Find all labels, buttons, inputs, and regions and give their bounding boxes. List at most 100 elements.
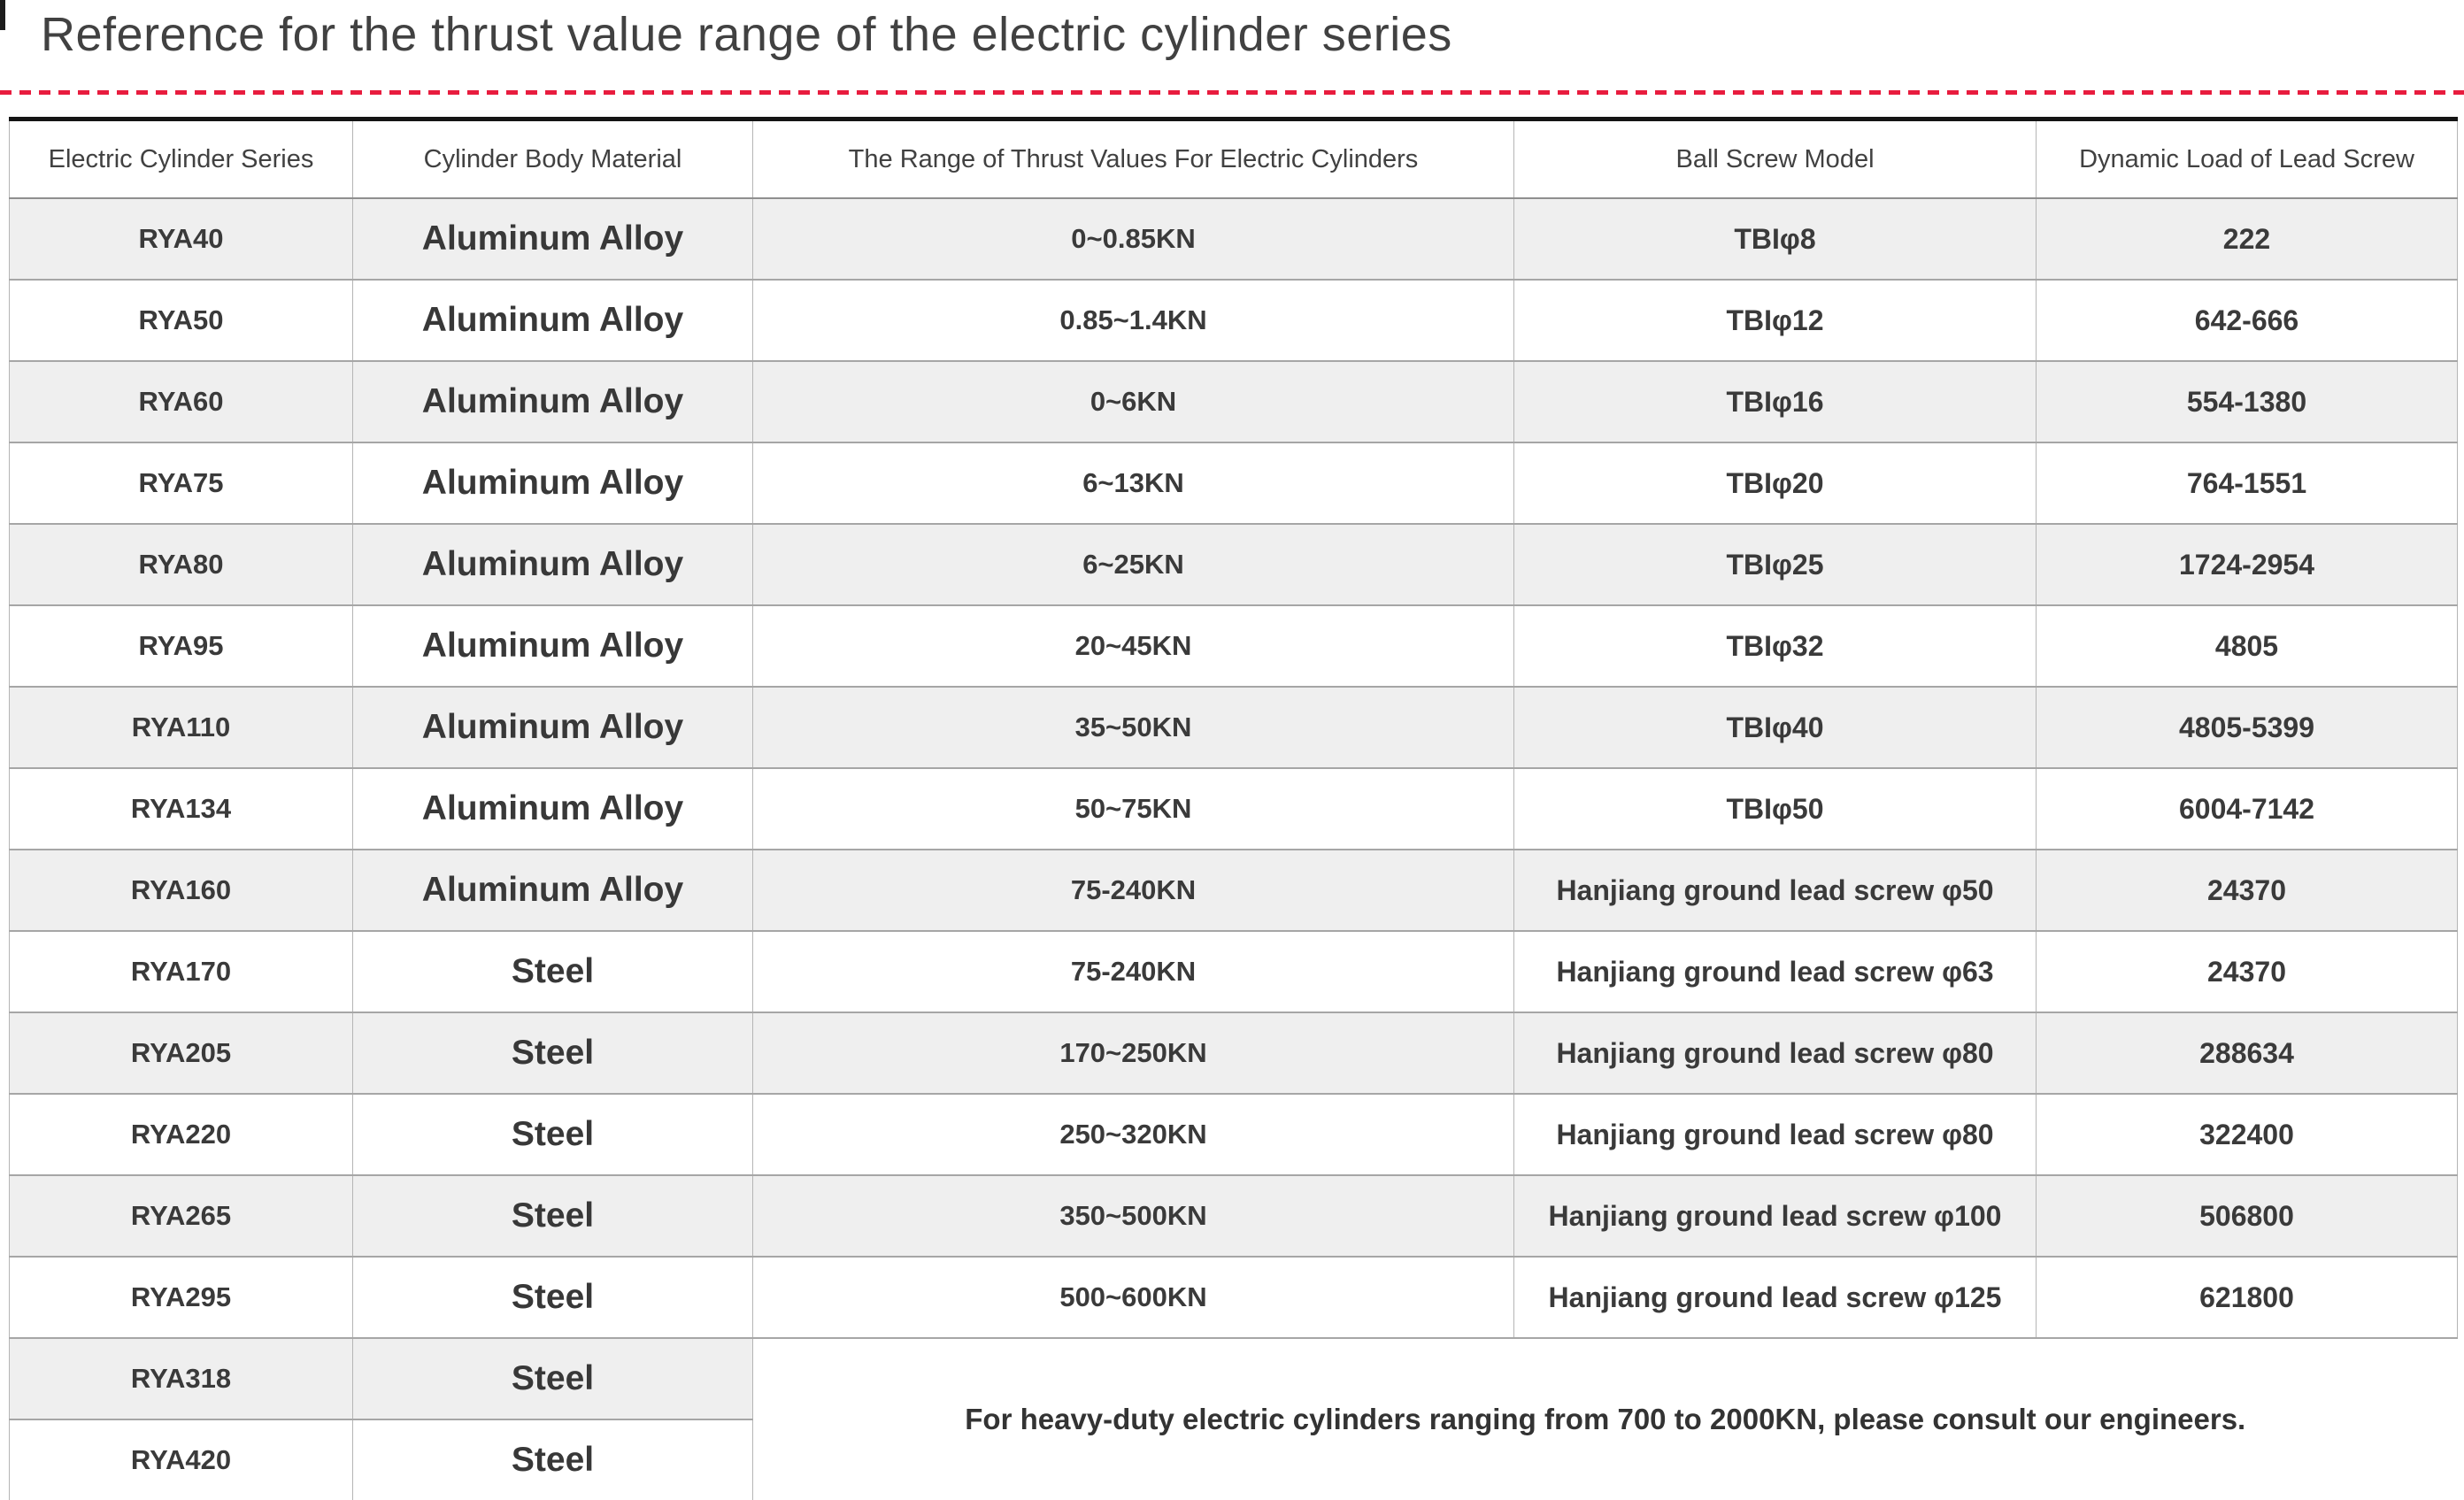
cell-load: 4805-5399 [2036,686,2458,769]
cell-screw: Hanjiang ground lead screw φ63 [1513,930,2037,1013]
cell-material: Steel [352,1012,753,1095]
table-row: RYA160 Aluminum Alloy 75-240KN Hanjiang gro… [9,849,2458,932]
cell-material: Aluminum Alloy [352,604,753,688]
cell-screw: TBIφ8 [1513,197,2037,281]
cell-material: Steel [352,1174,753,1258]
cell-series: RYA60 [9,360,353,443]
cell-series: RYA220 [9,1093,353,1176]
cell-load: 764-1551 [2036,442,2458,525]
cell-thrust: 0~6KN [752,360,1514,443]
cell-series: RYA420 [9,1419,353,1500]
header-ball-screw-model: Ball Screw Model [1513,119,2037,199]
cell-series: RYA50 [9,279,353,362]
cell-load: 322400 [2036,1093,2458,1176]
table-body: RYA40 Aluminum Alloy 0~0.85KN TBIφ8 222 RYA50… [9,197,2458,1500]
cell-load: 24370 [2036,849,2458,932]
cell-thrust: 20~45KN [752,604,1514,688]
header-row: Electric Cylinder Series Cylinder Body M… [9,119,2458,199]
header-dynamic-load: Dynamic Load of Lead Screw [2036,119,2458,199]
cell-series: RYA134 [9,767,353,850]
cell-thrust: 0.85~1.4KN [752,279,1514,362]
cell-thrust: 0~0.85KN [752,197,1514,281]
table-row: RYA134 Aluminum Alloy 50~75KN TBIφ50 6004-71… [9,767,2458,850]
cell-screw: Hanjiang ground lead screw φ80 [1513,1012,2037,1095]
cell-series: RYA75 [9,442,353,525]
header-cylinder-body-material: Cylinder Body Material [352,119,753,199]
cell-load: 288634 [2036,1012,2458,1095]
cell-thrust: 250~320KN [752,1093,1514,1176]
cell-series: RYA205 [9,1012,353,1095]
cell-thrust: 75-240KN [752,930,1514,1013]
cell-material: Aluminum Alloy [352,197,753,281]
cell-thrust: 35~50KN [752,686,1514,769]
header-thrust-range: The Range of Thrust Values For Electric … [752,119,1514,199]
cell-material: Steel [352,1256,753,1339]
cell-series: RYA110 [9,686,353,769]
cell-material: Steel [352,1337,753,1420]
table-row: RYA318 Steel For heavy-duty electric cylin… [9,1337,2458,1500]
cell-material: Aluminum Alloy [352,686,753,769]
corner-mark [0,0,5,30]
table-row: RYA205 Steel 170~250KN Hanjiang ground lead… [9,1012,2458,1095]
cell-material: Steel [352,1419,753,1500]
cell-screw: TBIφ16 [1513,360,2037,443]
table-row: RYA170 Steel 75-240KN Hanjiang ground lead … [9,930,2458,1013]
cell-material: Steel [352,930,753,1013]
cell-thrust: 6~25KN [752,523,1514,606]
cell-series: RYA160 [9,849,353,932]
cell-material: Aluminum Alloy [352,849,753,932]
cell-series: RYA318 [9,1337,353,1420]
cell-screw: TBIφ20 [1513,442,2037,525]
cell-load: 621800 [2036,1256,2458,1339]
red-dashed-divider [0,90,2464,95]
table-header: Electric Cylinder Series Cylinder Body M… [9,119,2458,199]
table-row: RYA80 Aluminum Alloy 6~25KN TBIφ25 1724-2954 [9,523,2458,606]
cell-series: RYA170 [9,930,353,1013]
table-row: RYA265 Steel 350~500KN Hanjiang ground lead… [9,1174,2458,1258]
table-row: RYA95 Aluminum Alloy 20~45KN TBIφ32 4805 [9,604,2458,688]
table-row: RYA60 Aluminum Alloy 0~6KN TBIφ16 554-1380 [9,360,2458,443]
cell-load: 554-1380 [2036,360,2458,443]
cell-screw: TBIφ40 [1513,686,2037,769]
cell-screw: TBIφ12 [1513,279,2037,362]
cell-screw: Hanjiang ground lead screw φ100 [1513,1174,2037,1258]
cell-load: 1724-2954 [2036,523,2458,606]
cell-thrust: 6~13KN [752,442,1514,525]
cell-screw: TBIφ50 [1513,767,2037,850]
cell-series: RYA95 [9,604,353,688]
cell-series: RYA295 [9,1256,353,1339]
table-row: RYA50 Aluminum Alloy 0.85~1.4KN TBIφ12 642-6… [9,279,2458,362]
cell-material: Steel [352,1093,753,1176]
thrust-reference-table: Electric Cylinder Series Cylinder Body M… [9,117,2458,1500]
cell-thrust: 500~600KN [752,1256,1514,1339]
cell-screw: TBIφ25 [1513,523,2037,606]
cell-screw: Hanjiang ground lead screw φ50 [1513,849,2037,932]
cell-thrust: 170~250KN [752,1012,1514,1095]
cell-load: 4805 [2036,604,2458,688]
cell-material: Aluminum Alloy [352,767,753,850]
page-title: Reference for the thrust value range of … [41,8,1452,61]
cell-load: 6004-7142 [2036,767,2458,850]
cell-thrust: 350~500KN [752,1174,1514,1258]
table-row: RYA220 Steel 250~320KN Hanjiang ground lead… [9,1093,2458,1176]
heavy-duty-note: For heavy-duty electric cylinders rangin… [752,1337,2458,1500]
cell-load: 642-666 [2036,279,2458,362]
cell-load: 222 [2036,197,2458,281]
cell-screw: TBIφ32 [1513,604,2037,688]
cell-load: 24370 [2036,930,2458,1013]
cell-series: RYA40 [9,197,353,281]
cell-material: Aluminum Alloy [352,279,753,362]
cell-screw: Hanjiang ground lead screw φ125 [1513,1256,2037,1339]
cell-material: Aluminum Alloy [352,523,753,606]
header-electric-cylinder-series: Electric Cylinder Series [9,119,353,199]
cell-load: 506800 [2036,1174,2458,1258]
cell-series: RYA80 [9,523,353,606]
cell-thrust: 50~75KN [752,767,1514,850]
table-row: RYA75 Aluminum Alloy 6~13KN TBIφ20 764-1551 [9,442,2458,525]
cell-material: Aluminum Alloy [352,360,753,443]
table-row: RYA40 Aluminum Alloy 0~0.85KN TBIφ8 222 [9,197,2458,281]
cell-series: RYA265 [9,1174,353,1258]
table-row: RYA295 Steel 500~600KN Hanjiang ground lead… [9,1256,2458,1339]
cell-screw: Hanjiang ground lead screw φ80 [1513,1093,2037,1176]
cell-thrust: 75-240KN [752,849,1514,932]
